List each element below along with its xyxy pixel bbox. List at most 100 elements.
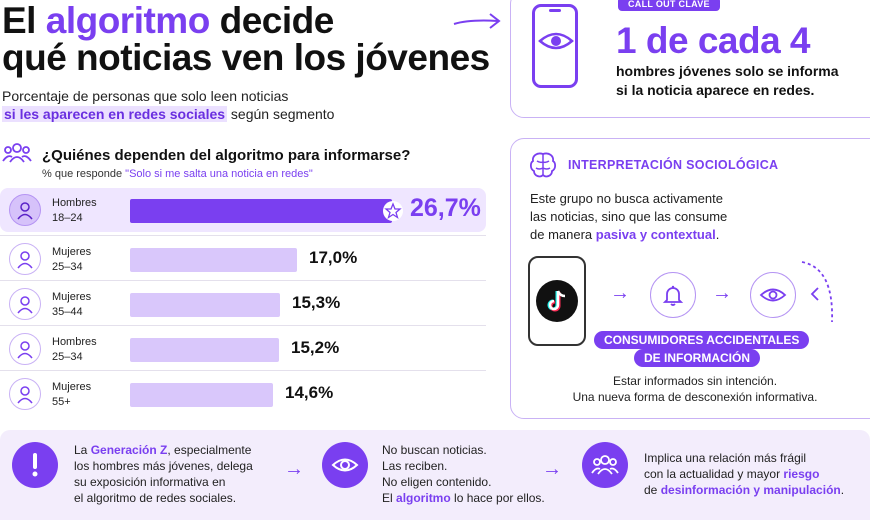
loop-arrow-icon	[800, 258, 840, 333]
col2-l4-accent: algoritmo	[396, 491, 451, 505]
title-accent: algoritmo	[45, 0, 211, 41]
col2-l2: Las reciben.	[382, 459, 448, 473]
question-title: ¿Quiénes dependen del algoritmo para inf…	[42, 147, 411, 164]
col1-l2: los hombres más jóvenes, delega	[74, 459, 253, 473]
row-label: Mujeres 35–44	[52, 290, 91, 320]
row-label: Mujeres 25–34	[52, 245, 91, 275]
arrow-right-icon: →	[542, 458, 562, 480]
person-icon	[9, 333, 41, 365]
callout-desc-line2: si la noticia aparece en redes.	[616, 82, 815, 98]
row-age: 25–34	[52, 351, 83, 363]
interp-line3-accent: pasiva y contextual	[595, 227, 716, 242]
question-subtitle: % que responde "Solo si me salta una not…	[42, 168, 313, 180]
arrow-right-icon: →	[610, 282, 630, 304]
col2-l4-post: lo hace por ellos.	[450, 491, 545, 505]
title-pre: El	[2, 0, 46, 41]
bottom-col3-text: Implica una relación más frágil con la a…	[644, 450, 844, 498]
bar	[130, 293, 280, 317]
title-post: decide	[209, 0, 335, 41]
row-divider	[0, 280, 486, 281]
tiktok-icon	[536, 280, 578, 322]
question-sub-quote: "Solo si me salta una noticia en redes"	[125, 168, 313, 180]
callout-desc-line1: hombres jóvenes solo se informa	[616, 63, 839, 79]
interpretation-card	[510, 138, 870, 419]
person-icon	[9, 378, 41, 410]
col3-l2-pre: con la actualidad y mayor	[644, 467, 784, 481]
chart-row: Hombres 25–34 15,2%	[0, 327, 486, 371]
row-divider	[0, 370, 486, 371]
bottom-col1-text: La Generación Z, especialmente los hombr…	[74, 442, 253, 506]
interp-line3-pre: de manera	[530, 227, 596, 242]
bar	[130, 338, 279, 362]
accidental-consumers-pill-2: DE INFORMACIÓN	[634, 349, 760, 367]
row-age: 35–44	[52, 306, 83, 318]
subtitle-highlight: si les aparecen en redes sociales	[2, 106, 228, 122]
interpretation-caption: Estar informados sin intención. Una nuev…	[530, 373, 860, 405]
person-icon	[9, 243, 41, 275]
bar-value-label: 15,2%	[291, 338, 340, 357]
row-group: Hombres	[52, 336, 97, 348]
row-group: Mujeres	[52, 246, 92, 258]
arrow-right-icon: →	[284, 458, 304, 480]
bell-icon	[650, 272, 696, 318]
page-subtitle: Porcentaje de personas que solo leen not…	[2, 87, 334, 123]
col2-l4-pre: El	[382, 491, 397, 505]
person-icon	[9, 194, 41, 226]
eye-icon	[322, 442, 368, 488]
col1-l1-post: , especialmente	[167, 443, 252, 457]
col3-l2-accent: riesgo	[783, 467, 820, 481]
row-group: Hombres	[52, 197, 97, 209]
col1-l4: el algoritmo de redes sociales.	[74, 491, 237, 505]
row-age: 25–34	[52, 261, 83, 273]
col3-l3-pre: de	[644, 483, 661, 497]
callout-stat: 1 de cada 4	[616, 20, 811, 61]
question-sub-prefix: % que responde	[42, 168, 126, 180]
group-icon	[582, 442, 628, 488]
bottom-col2-text: No buscan noticias. Las reciben. No elig…	[382, 442, 545, 506]
caption-line2: Una nueva forma de desconexión informati…	[572, 390, 818, 404]
row-divider	[0, 325, 486, 326]
tiktok-phone	[528, 256, 586, 346]
col1-l1-pre: La	[74, 443, 91, 457]
row-label: Hombres 25–34	[52, 335, 97, 365]
interp-line2: las noticias, sino que las consume	[530, 209, 728, 224]
eye-icon	[538, 29, 574, 58]
bar	[130, 383, 273, 407]
row-divider	[0, 235, 486, 236]
callout-card	[510, 0, 870, 118]
chart-row: Mujeres 35–44 15,3%	[0, 282, 486, 326]
col3-l1: Implica una relación más frágil	[644, 451, 807, 465]
row-age: 55+	[52, 396, 71, 408]
col1-l1-accent: Generación Z	[90, 443, 168, 457]
subtitle-line1: Porcentaje de personas que solo leen not…	[2, 88, 289, 104]
brain-icon	[528, 150, 558, 185]
callout-description: hombres jóvenes solo se informa si la no…	[616, 62, 839, 100]
chart-row: Hombres 18–24 26,7%	[0, 188, 486, 232]
row-group: Mujeres	[52, 291, 92, 303]
row-label: Mujeres 55+	[52, 380, 91, 410]
interp-line1: Este grupo no busca activamente	[530, 191, 723, 206]
col2-l3: No eligen contenido.	[382, 475, 492, 489]
eye-icon	[750, 272, 796, 318]
chart-row: Mujeres 25–34 17,0%	[0, 237, 486, 281]
caption-line1: Estar informados sin intención.	[612, 374, 778, 388]
col2-l1: No buscan noticias.	[382, 443, 487, 457]
phone-icon	[532, 4, 578, 88]
arrow-right-icon: →	[712, 282, 732, 304]
star-icon	[382, 200, 404, 227]
title-line2: qué noticias ven los jóvenes	[2, 37, 490, 78]
col3-l3-accent: desinformación y manipulación	[660, 483, 841, 497]
bar	[130, 199, 392, 223]
bar	[130, 248, 297, 272]
bar-value-label: 17,0%	[309, 248, 358, 267]
row-age: 18–24	[52, 212, 83, 224]
row-group: Mujeres	[52, 381, 92, 393]
subtitle-rest: según segmento	[227, 106, 335, 122]
col1-l3: su exposición informativa en	[74, 475, 226, 489]
interpretation-text: Este grupo no busca activamente las noti…	[530, 190, 727, 244]
page-title: El algoritmo decide qué noticias ven los…	[2, 2, 490, 76]
bar-value-label: 26,7%	[410, 194, 481, 222]
alert-icon	[12, 442, 58, 488]
bottom-strip	[0, 430, 870, 520]
accidental-consumers-pill-1: CONSUMIDORES ACCIDENTALES	[594, 331, 810, 349]
